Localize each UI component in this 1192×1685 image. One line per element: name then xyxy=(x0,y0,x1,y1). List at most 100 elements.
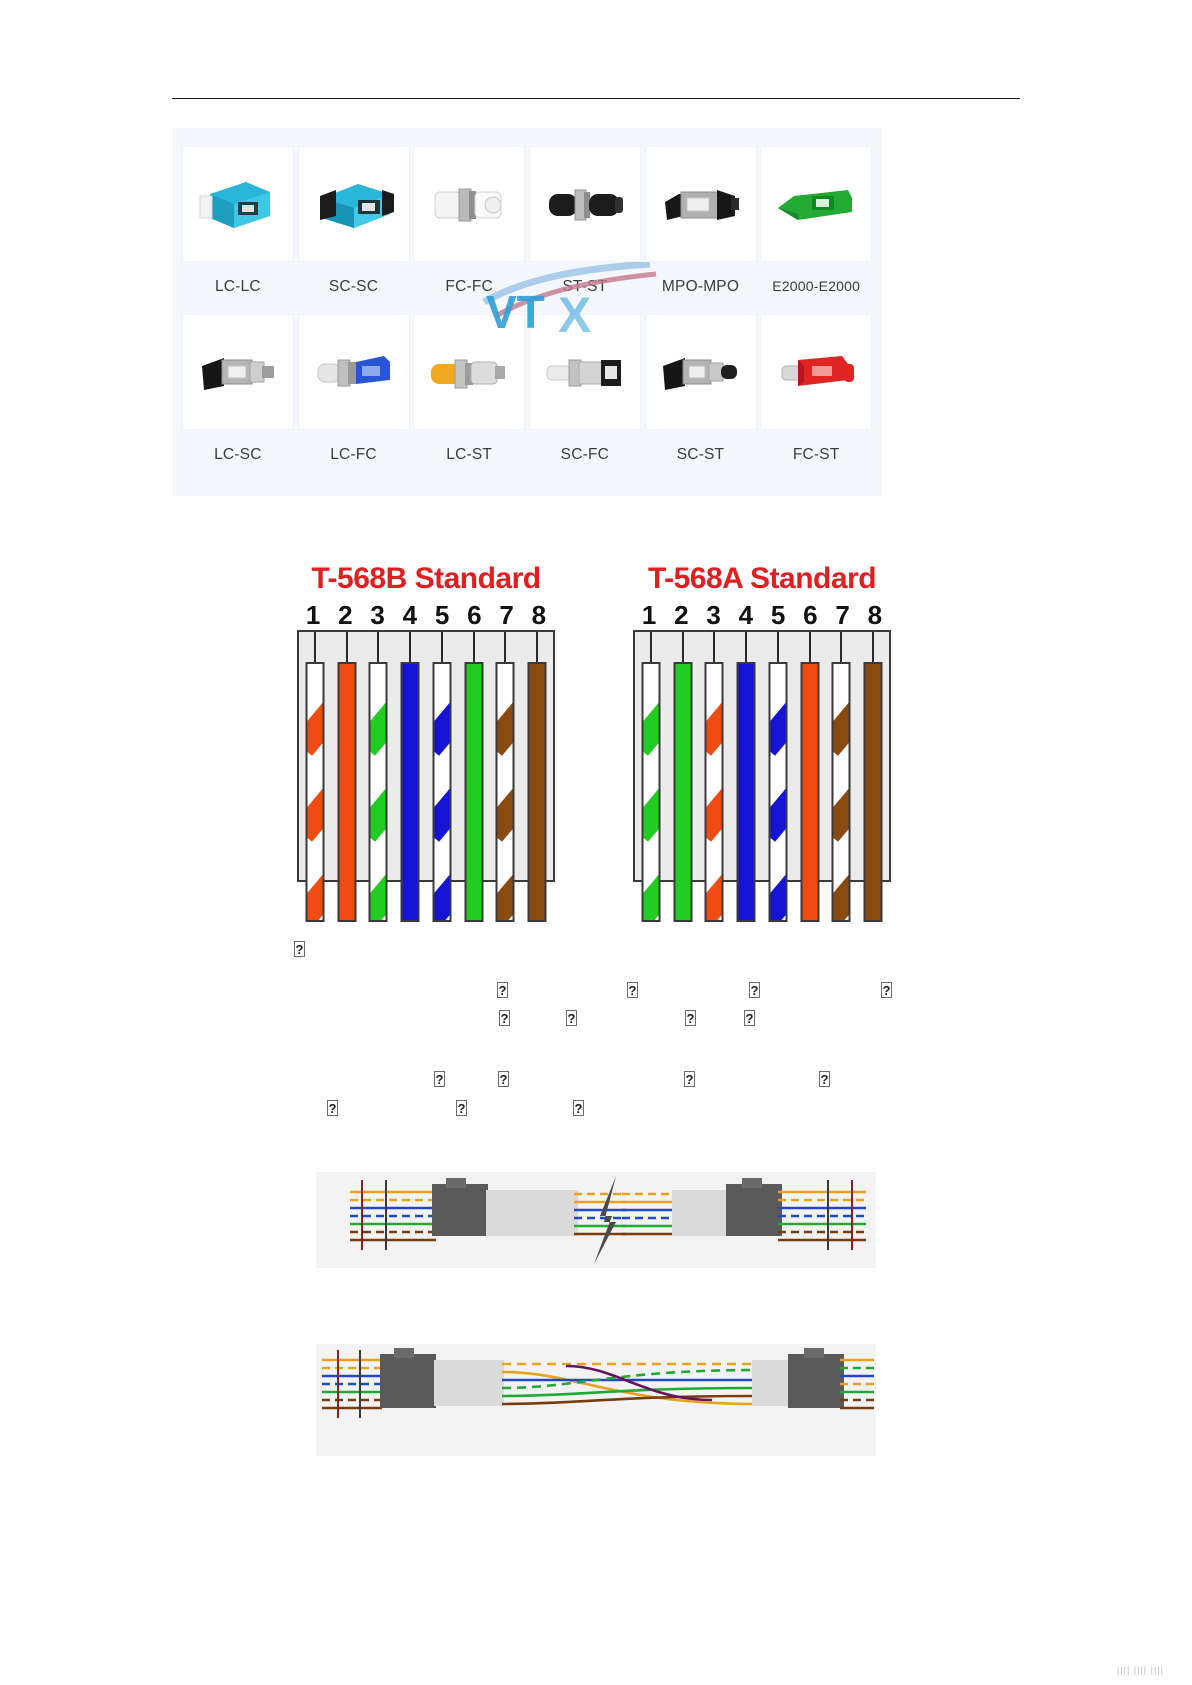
wire-white-green xyxy=(368,662,388,922)
pin-lead xyxy=(649,632,652,666)
wire-brown xyxy=(527,662,547,922)
t568b-plug-body xyxy=(297,630,555,922)
wire-stripe xyxy=(307,788,323,842)
wire-stripe xyxy=(307,874,323,920)
pin-number: 5 xyxy=(770,600,786,630)
t568b-pin-numbers: 1 2 3 4 5 6 7 8 xyxy=(297,600,555,630)
pin-number: 2 xyxy=(338,600,353,630)
sc-sc-adapter-thumb xyxy=(297,146,410,262)
gallery-label: SC-ST xyxy=(676,446,725,463)
fc-fc-adapter-icon xyxy=(434,188,502,222)
wire-stripe xyxy=(770,788,786,842)
wire-stripe xyxy=(497,702,513,756)
crossover-cable-illustration xyxy=(316,1344,876,1456)
wire-stripe xyxy=(770,874,786,920)
pin-lead xyxy=(313,632,316,666)
missing-glyph-placeholder: ? xyxy=(749,982,760,998)
wire-stripe xyxy=(370,702,386,756)
wire-stripe xyxy=(643,788,659,842)
wire-stripe xyxy=(434,788,450,842)
sc-sc-adapter-icon xyxy=(319,184,394,228)
wire-green xyxy=(464,662,484,922)
e2000-e2000-adapter-icon xyxy=(778,190,853,220)
gallery-cell-mpo-mpo[interactable]: MPO-MPO xyxy=(643,146,759,314)
pin-number: 8 xyxy=(531,600,547,630)
pin-number: 1 xyxy=(305,600,321,630)
wire-green xyxy=(673,662,693,922)
missing-glyph-placeholder: ? xyxy=(684,1071,695,1087)
wire-stripe xyxy=(370,788,386,842)
gallery-cell-lc-fc[interactable]: LC-FC xyxy=(296,314,412,482)
pin-number: 5 xyxy=(434,600,450,630)
pin-lead xyxy=(681,632,684,666)
pin-number: 3 xyxy=(370,600,385,630)
gallery-label: MPO-MPO xyxy=(661,278,740,295)
pin-lead xyxy=(345,632,348,666)
missing-glyph-placeholder: ? xyxy=(434,1071,445,1087)
missing-glyph-placeholder: ? xyxy=(573,1100,584,1116)
fc-fc-adapter-thumb xyxy=(413,146,526,262)
gallery-cell-st-st[interactable]: ST-ST xyxy=(527,146,643,314)
pin-lead xyxy=(713,632,716,666)
wire-stripe xyxy=(770,702,786,756)
missing-glyph-placeholder: ? xyxy=(627,982,638,998)
missing-glyph-placeholder: ? xyxy=(497,982,508,998)
wire-orange xyxy=(800,662,820,922)
pin-lead xyxy=(872,632,875,666)
gallery-cell-lc-sc[interactable]: LC-SC xyxy=(180,314,296,482)
wire-blue xyxy=(736,662,756,922)
missing-glyph-placeholder: ? xyxy=(499,1010,510,1026)
pin-lead xyxy=(536,632,539,666)
gallery-cell-lc-st[interactable]: LC-ST xyxy=(411,314,527,482)
t568a-title: T-568A Standard xyxy=(647,562,877,595)
gallery-cell-e2000-e2000[interactable]: E2000-E2000 xyxy=(758,146,874,314)
pin-number: 6 xyxy=(803,600,818,630)
pin-lead xyxy=(409,632,412,666)
pin-slot xyxy=(699,632,731,922)
gallery-label: LC-ST xyxy=(446,446,493,463)
pin-slot xyxy=(857,632,889,922)
gallery-cell-sc-sc[interactable]: SC-SC xyxy=(296,146,412,314)
gallery-cell-fc-fc[interactable]: FC-FC xyxy=(411,146,527,314)
gallery-cell-fc-st[interactable]: FC-ST xyxy=(758,314,874,482)
missing-glyph-placeholder: ? xyxy=(498,1071,509,1087)
pin-slot xyxy=(794,632,826,922)
sc-st-adapter-thumb xyxy=(644,314,757,430)
pin-slot xyxy=(426,632,458,922)
wire-stripe xyxy=(307,702,323,756)
gallery-cell-sc-fc[interactable]: SC-FC xyxy=(527,314,643,482)
wire-stripe xyxy=(497,788,513,842)
lc-sc-adapter-icon xyxy=(201,358,274,390)
gallery-label: FC-ST xyxy=(792,446,840,463)
straight-cable-illustration xyxy=(316,1172,876,1268)
wire-white-green xyxy=(641,662,661,922)
pin-lead xyxy=(504,632,507,666)
wire-stripe xyxy=(434,702,450,756)
missing-glyph-placeholder: ? xyxy=(456,1100,467,1116)
pin-number: 4 xyxy=(402,600,418,630)
footer-mark: |||| |||| |||| xyxy=(1116,1665,1164,1675)
pin-slot xyxy=(490,632,522,922)
fc-st-adapter-icon xyxy=(781,356,855,386)
gallery-label: LC-SC xyxy=(214,446,262,463)
t568b-wire-set xyxy=(299,632,553,922)
missing-glyph-placeholder: ? xyxy=(327,1100,338,1116)
gallery-cell-lc-lc[interactable]: LC-LC xyxy=(180,146,296,314)
pin-lead xyxy=(377,632,380,666)
wire-stripe xyxy=(643,874,659,920)
st-st-adapter-icon xyxy=(548,189,623,221)
pin-number: 8 xyxy=(867,600,883,630)
wire-white-blue xyxy=(432,662,452,922)
pin-lead xyxy=(808,632,811,666)
t568b-block: T-568B Standard 1 2 3 4 5 6 7 8 xyxy=(276,560,576,922)
gallery-row-2: LC-SC LC-FC xyxy=(180,314,874,482)
lc-lc-adapter-icon xyxy=(199,182,270,228)
pin-slot xyxy=(826,632,858,922)
crossover-cable-figure xyxy=(316,1344,876,1456)
sc-fc-adapter-thumb xyxy=(528,314,641,430)
gallery-cell-sc-st[interactable]: SC-ST xyxy=(643,314,759,482)
pin-slot xyxy=(363,632,395,922)
wire-blue xyxy=(400,662,420,922)
wire-stripe xyxy=(706,874,722,920)
